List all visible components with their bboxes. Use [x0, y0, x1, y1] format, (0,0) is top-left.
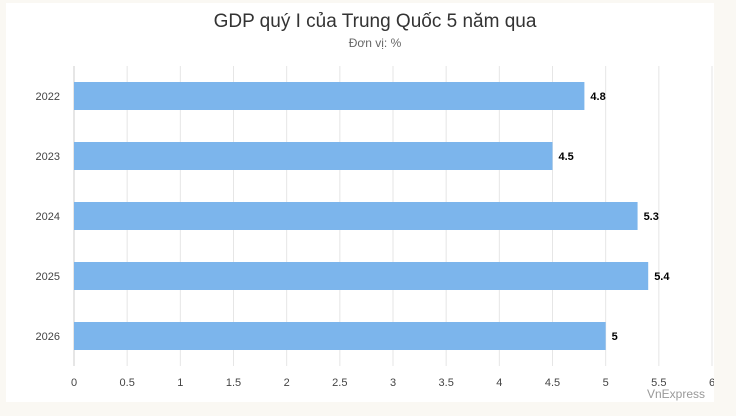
y-axis-labels: 2022 2023 2024 2025 2026 — [36, 91, 60, 343]
chart-title: GDP quý I của Trung Quốc 5 năm qua — [214, 11, 537, 32]
x-tick-label: 1 — [177, 377, 183, 389]
y-tick-label: 2026 — [36, 331, 60, 343]
x-tick-label: 0 — [71, 377, 77, 389]
chart-panel: GDP quý I của Trung Quốc 5 năm qua Đơn v… — [6, 3, 714, 402]
x-tick-label: 3.5 — [439, 377, 454, 389]
data-label-2026: 5 — [612, 331, 618, 343]
y-tick-label: 2024 — [36, 211, 60, 223]
bar-2025[interactable] — [74, 262, 649, 290]
bar-2023[interactable] — [74, 142, 553, 170]
chart-subtitle: Đơn vị: % — [349, 36, 402, 50]
data-label-2024: 5.3 — [644, 211, 659, 223]
y-tick-label: 2023 — [36, 151, 60, 163]
x-tick-label: 6 — [709, 377, 714, 389]
bar-2024[interactable] — [74, 202, 638, 230]
x-tick-label: 0.5 — [120, 377, 135, 389]
bars — [74, 82, 649, 350]
x-tick-label: 1.5 — [226, 377, 241, 389]
x-tick-label: 2 — [284, 377, 290, 389]
vnexpress-credit: VnExpress — [647, 387, 705, 401]
x-axis-labels: 0 0.5 1 1.5 2 2.5 3 3.5 4 4.5 5 5.5 6 — [71, 377, 714, 389]
x-tick-label: 5 — [603, 377, 609, 389]
x-tick-label: 3 — [390, 377, 396, 389]
data-label-2023: 4.5 — [559, 151, 574, 163]
x-tick-label: 4 — [496, 377, 502, 389]
x-tick-label: 4.5 — [545, 377, 560, 389]
bar-2026[interactable] — [74, 322, 606, 350]
bar-2022[interactable] — [74, 82, 585, 110]
data-labels: 4.8 4.5 5.3 5.4 5 — [559, 91, 671, 343]
x-tick-label: 5.5 — [651, 377, 666, 389]
bar-chart: GDP quý I của Trung Quốc 5 năm qua Đơn v… — [36, 11, 714, 401]
data-label-2025: 5.4 — [654, 271, 670, 283]
data-label-2022: 4.8 — [590, 91, 605, 103]
x-tick-label: 2.5 — [332, 377, 347, 389]
y-tick-label: 2025 — [36, 271, 60, 283]
y-tick-label: 2022 — [36, 91, 60, 103]
